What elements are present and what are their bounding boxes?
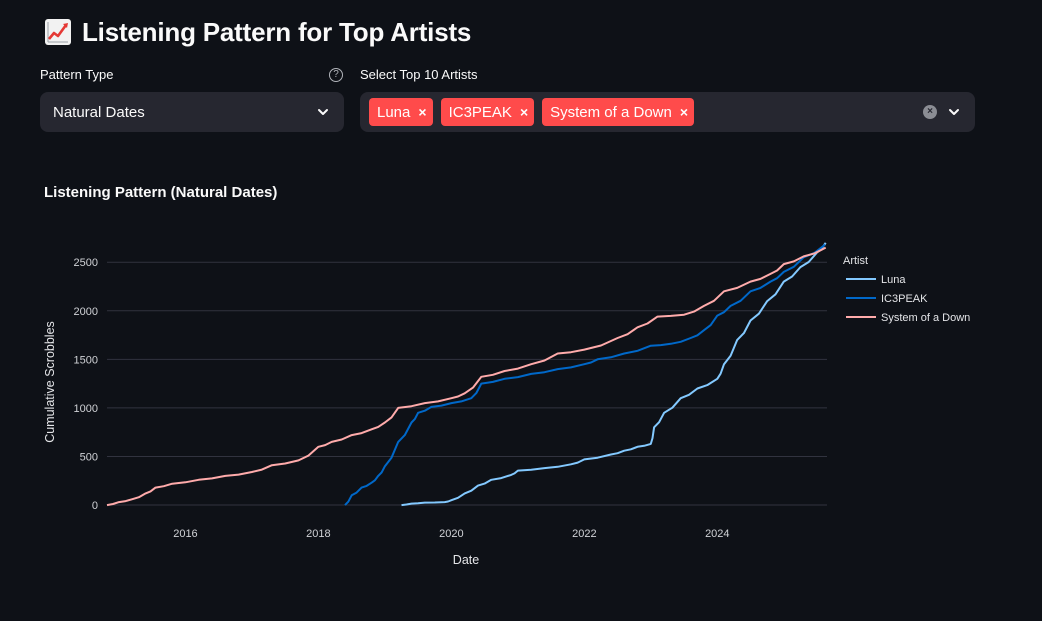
legend-item-label[interactable]: IC3PEAK [881, 293, 928, 305]
artist-tag[interactable]: System of a Down × [542, 98, 695, 126]
legend-item-label[interactable]: Luna [881, 274, 906, 286]
pattern-type-label: Pattern Type [40, 67, 114, 82]
y-tick-label: 1500 [74, 354, 98, 366]
artists-multiselect[interactable]: Luna × IC3PEAK × System of a Down × × [360, 92, 975, 132]
chevron-down-icon[interactable] [316, 105, 330, 119]
y-axis-label: Cumulative Scrobbles [43, 321, 57, 443]
artists-select-label: Select Top 10 Artists [360, 67, 478, 82]
artist-tag-label: Luna [377, 103, 411, 121]
chevron-down-icon[interactable] [947, 105, 961, 119]
remove-tag-icon[interactable]: × [679, 104, 689, 120]
x-tick-label: 2018 [306, 528, 330, 540]
artist-tag-label: System of a Down [550, 103, 672, 121]
artist-tag[interactable]: Luna × [369, 98, 433, 126]
help-circle-icon[interactable]: ? [329, 68, 343, 82]
page-title-text: Listening Pattern for Top Artists [82, 16, 472, 47]
chart-increasing-icon [45, 19, 71, 45]
x-tick-label: 2016 [173, 528, 197, 540]
y-tick-label: 2000 [74, 306, 98, 318]
artist-tag[interactable]: IC3PEAK × [440, 98, 535, 126]
y-tick-label: 500 [80, 451, 98, 463]
clear-all-icon[interactable]: × [923, 105, 937, 119]
x-tick-label: 2024 [705, 528, 729, 540]
pattern-type-value: Natural Dates [53, 103, 145, 121]
series-line-luna[interactable] [401, 242, 827, 507]
chart-title: Listening Pattern (Natural Dates) [44, 184, 278, 201]
x-tick-label: 2022 [572, 528, 596, 540]
remove-tag-icon[interactable]: × [418, 104, 427, 120]
legend-item-label[interactable]: System of a Down [881, 312, 970, 324]
y-tick-label: 0 [92, 500, 98, 512]
y-tick-label: 2500 [74, 257, 98, 269]
artist-tag-label: IC3PEAK [448, 103, 512, 121]
series-line-system-of-a-down[interactable] [106, 246, 827, 507]
x-axis-label: Date [453, 553, 479, 567]
legend-title: Artist [843, 255, 868, 267]
series-line-ic3peak[interactable] [344, 243, 826, 506]
pattern-type-select[interactable]: Natural Dates [40, 92, 344, 132]
remove-tag-icon[interactable]: × [519, 104, 529, 120]
page-title: Listening Pattern for Top Artists [44, 14, 471, 50]
y-tick-label: 1000 [74, 403, 98, 415]
x-tick-label: 2020 [439, 528, 463, 540]
